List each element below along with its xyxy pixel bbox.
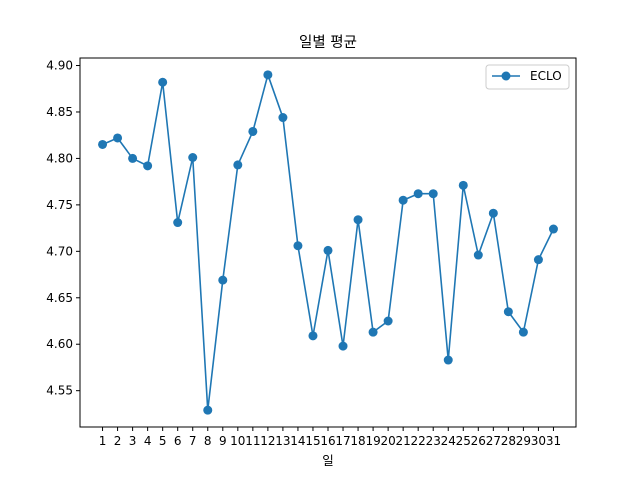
- data-point: [263, 70, 273, 80]
- data-point: [533, 255, 543, 265]
- y-tick-label: 4.70: [46, 244, 73, 258]
- data-point: [158, 77, 168, 87]
- data-point: [98, 139, 108, 149]
- data-point: [473, 250, 483, 260]
- data-point: [203, 405, 213, 415]
- y-tick-label: 4.75: [46, 198, 73, 212]
- legend-entry-eclo: ECLO: [530, 69, 562, 83]
- x-tick-label: 30: [531, 434, 546, 448]
- y-tick-label: 4.60: [46, 337, 73, 351]
- x-tick-label: 26: [471, 434, 486, 448]
- data-point: [368, 327, 378, 337]
- x-tick-label: 27: [486, 434, 501, 448]
- data-point: [293, 241, 303, 251]
- x-tick-label: 7: [189, 434, 197, 448]
- x-tick-label: 9: [219, 434, 227, 448]
- data-point: [233, 160, 243, 170]
- y-tick-label: 4.90: [46, 59, 73, 73]
- data-point: [518, 327, 528, 337]
- data-point: [173, 218, 183, 228]
- x-tick-label: 3: [129, 434, 137, 448]
- data-point: [548, 224, 558, 234]
- x-axis: 1 2 3 4 5 6 7 8 9 10 11 12 13 14 15 16 17 18 19 20 21 22 23 24 2…: [99, 427, 561, 448]
- y-tick-label: 4.65: [46, 291, 73, 305]
- x-tick-label: 8: [204, 434, 212, 448]
- y-tick-label: 4.55: [46, 384, 73, 398]
- x-tick-label: 25: [456, 434, 471, 448]
- axes-frame: [79, 57, 577, 428]
- x-tick-label: 12: [260, 434, 275, 448]
- x-tick-label: 2: [114, 434, 122, 448]
- y-tick-label: 4.80: [46, 151, 73, 165]
- data-point: [323, 245, 333, 255]
- data-point: [458, 180, 468, 190]
- plot-area: [98, 70, 558, 415]
- data-point: [113, 133, 123, 143]
- x-tick-label: 16: [320, 434, 335, 448]
- x-tick-label: 6: [174, 434, 182, 448]
- data-point: [428, 189, 438, 199]
- x-tick-label: 18: [350, 434, 365, 448]
- data-point: [398, 195, 408, 205]
- data-point: [248, 126, 258, 136]
- x-tick-label: 29: [516, 434, 531, 448]
- legend-box: [485, 64, 570, 90]
- x-axis-label: 일: [322, 453, 334, 468]
- x-tick-label: 13: [275, 434, 290, 448]
- x-tick-label: 31: [546, 434, 561, 448]
- data-point: [143, 161, 153, 171]
- x-tick-label: 23: [426, 434, 441, 448]
- x-tick-label: 14: [290, 434, 305, 448]
- x-tick-label: 11: [245, 434, 260, 448]
- data-point: [338, 341, 348, 351]
- x-tick-label: 20: [380, 434, 395, 448]
- x-tick-label: 24: [441, 434, 456, 448]
- x-tick-label: 28: [501, 434, 516, 448]
- x-tick-label: 17: [335, 434, 350, 448]
- data-point: [443, 355, 453, 365]
- x-tick-label: 22: [411, 434, 426, 448]
- data-point: [383, 316, 393, 326]
- legend-marker-swatch: [501, 71, 511, 81]
- series-line-eclo: [102, 74, 555, 411]
- data-point: [128, 153, 138, 163]
- data-point: [353, 215, 363, 225]
- legend: ECLO: [485, 64, 570, 90]
- x-tick-label: 10: [230, 434, 245, 448]
- data-point: [188, 152, 198, 162]
- data-point: [308, 331, 318, 341]
- x-tick-label: 1: [99, 434, 107, 448]
- x-tick-label: 4: [144, 434, 152, 448]
- data-point: [278, 113, 288, 123]
- chart-title: 일별 평균: [299, 34, 357, 51]
- x-tick-label: 19: [365, 434, 380, 448]
- data-point: [218, 275, 228, 285]
- x-tick-label: 5: [159, 434, 167, 448]
- y-tick-label: 4.85: [46, 105, 73, 119]
- data-point: [413, 189, 423, 199]
- y-axis: 4.55 4.60 4.65 4.70 4.75 4.80 4.85 4.90: [46, 59, 80, 398]
- data-point: [503, 307, 513, 317]
- data-point: [488, 208, 498, 218]
- x-tick-label: 15: [305, 434, 320, 448]
- x-tick-label: 21: [396, 434, 411, 448]
